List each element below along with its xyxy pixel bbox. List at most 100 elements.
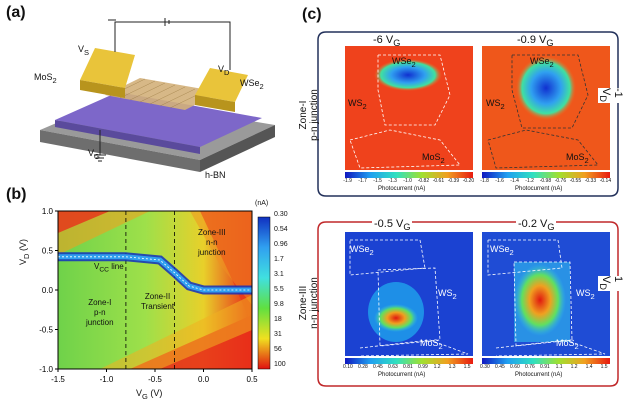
map-colorbar-tick: -0.76	[554, 178, 567, 184]
vcc-line-2	[58, 256, 252, 291]
map-colorbar-tick: -1.6	[495, 178, 504, 184]
map-colorbar-tick: 0.45	[373, 364, 383, 370]
hbn-layer	[55, 92, 262, 147]
vs-label: VS	[78, 44, 90, 57]
map1-mos2: MoS2	[422, 152, 445, 165]
map-colorbar-tick: -0.55	[569, 178, 582, 184]
x-tick-label: -0.5	[148, 375, 162, 384]
map3-ws2: WS2	[438, 288, 457, 301]
map-colorbar-tick: -1.9	[343, 178, 352, 184]
map-colorbar-tick: 0.45	[495, 364, 505, 370]
y-tick-label: 0.0	[42, 286, 54, 295]
panel-a-label: (a)	[6, 4, 26, 21]
map4-mos2: MoS2	[556, 338, 579, 351]
map-3-colorbar	[345, 358, 473, 364]
map-2-xlabel: Photocurrent (nA)	[515, 186, 563, 192]
vcc-line-label: VCC line	[94, 262, 124, 274]
map-2-colorbar	[482, 172, 610, 178]
map-1-vg: -6 VG	[373, 34, 401, 49]
map4-ws2: WS2	[576, 288, 595, 301]
map-colorbar-tick: 0.81	[403, 364, 413, 370]
map2-ws2: WS2	[486, 98, 505, 111]
map-1-xlabel: Photocurrent (nA)	[378, 186, 426, 192]
x-axis-label: VG (V)	[136, 388, 163, 401]
zone3-side-label: Zone-III n-n junction	[298, 277, 320, 329]
map-colorbar-tick: 0.10	[343, 364, 353, 370]
panel-b-label: (b)	[6, 186, 27, 203]
map4-wse2: WSe2	[490, 244, 514, 257]
map-1-colorbar	[345, 172, 473, 178]
map-3-vg: -0.5 VG	[372, 218, 413, 233]
colorbar-tick: 0.96	[274, 241, 288, 248]
map-colorbar-tick: 0.60	[510, 364, 520, 370]
map-3-xlabel: Photocurrent (nA)	[378, 372, 426, 378]
colorbar-tick: 100	[274, 361, 286, 368]
zone3-label: Zone-III n-n junction	[198, 228, 226, 257]
heatmap-chart: -1.5 -1.0 -0.5 0.0 0.51.00.50.0-0.5-1.0	[39, 207, 271, 384]
colorbar-tick: 3.1	[274, 271, 284, 278]
hbn-label: h-BN	[205, 170, 226, 180]
colorbar-tick: 0.54	[274, 226, 288, 233]
map-colorbar-tick: -1.0	[403, 178, 412, 184]
source-electrode	[80, 48, 135, 88]
map-colorbar-tick: 0.63	[388, 364, 398, 370]
colorbar-unit: (nA)	[255, 200, 269, 207]
colorbar-tick: 9.8	[274, 301, 284, 308]
colorbar-tick: 5.5	[274, 286, 284, 293]
map-colorbar-tick: -1.4	[510, 178, 519, 184]
wse2-label: WSe2	[240, 78, 264, 91]
colorbar-tick: 31	[274, 331, 282, 338]
x-tick-label: 0.0	[198, 375, 210, 384]
map-2-ticks: -1.8 -1.6 -1.4 -1.2 -0.98 -0.76 -0.55 -0.33 -0.1…	[480, 178, 611, 186]
map-colorbar-tick: 1.2	[433, 364, 441, 370]
vd-label: VD	[218, 64, 230, 77]
mos2-label: MoS2	[34, 72, 57, 85]
map-colorbar-tick: -0.82	[417, 178, 430, 184]
map-2-vg: -0.9 VG	[517, 34, 554, 49]
map2-wse2: WSe2	[530, 56, 554, 69]
map-colorbar-tick: 1.5	[463, 364, 471, 370]
map-4-ticks: 0.30 0.45 0.60 0.76 0.91 1.1 1.2 1.4 1.5	[480, 364, 610, 372]
vg-label: VG	[88, 148, 100, 161]
map-colorbar-tick: -1.2	[525, 178, 534, 184]
y-tick-label: 1.0	[42, 207, 54, 216]
map-colorbar-tick: 1.3	[448, 364, 456, 370]
map-colorbar-tick: 1.5	[600, 364, 608, 370]
circuit-wire	[114, 21, 231, 70]
map-colorbar-tick: -0.98	[539, 178, 552, 184]
device-illustration	[40, 18, 275, 172]
ws2-flake	[105, 78, 220, 110]
map-colorbar-tick: 0.91	[540, 364, 550, 370]
map-4-vg: -0.2 VG	[516, 218, 557, 233]
map-4-colorbar	[482, 358, 610, 364]
photocurrent-maps	[317, 31, 619, 387]
map-colorbar-tick: -0.20	[462, 178, 475, 184]
y-tick-label: 0.5	[42, 247, 54, 256]
map-colorbar-tick: -1.5	[373, 178, 382, 184]
map3-mos2: MoS2	[420, 338, 443, 351]
colorbar-ticks: 0.30 0.54 0.96 1.7 3.1 5.5 9.8 18 31 56 100	[274, 211, 304, 375]
map-3-ticks: 0.10 0.28 0.45 0.63 0.81 0.99 1.2 1.3 1.5	[343, 364, 473, 372]
colorbar-tick: 0.30	[274, 211, 288, 218]
zone1-side-label: Zone-I p-n junction	[298, 89, 320, 141]
map-colorbar-tick: 1.2	[570, 364, 578, 370]
map-colorbar-tick: 0.28	[358, 364, 368, 370]
map-1-ticks: -1.9 -1.7 -1.5 -1.3 -1.0 -0.82 -0.61 -0.39 -0.20	[343, 178, 475, 186]
map-colorbar-tick: -0.33	[584, 178, 597, 184]
zone1-label: Zone-I p-n junction	[86, 298, 114, 327]
map-colorbar-tick: 0.30	[480, 364, 490, 370]
colorbar-tick: 56	[274, 346, 282, 353]
x-tick-label: -1.5	[51, 375, 65, 384]
map2-mos2: MoS2	[566, 152, 589, 165]
map-colorbar-tick: 1.4	[585, 364, 593, 370]
colorbar-tick: 1.7	[274, 256, 284, 263]
colorbar-tick: 18	[274, 316, 282, 323]
colorbar	[257, 216, 271, 370]
drain-electrode	[195, 68, 248, 102]
map-colorbar-tick: -0.61	[432, 178, 445, 184]
y-tick-label: -0.5	[39, 326, 53, 335]
x-tick-label: 0.5	[246, 375, 258, 384]
map-colorbar-tick: -1.3	[388, 178, 397, 184]
panel-c-label: (c)	[302, 6, 322, 23]
y-axis-label: VD (V)	[18, 239, 31, 265]
